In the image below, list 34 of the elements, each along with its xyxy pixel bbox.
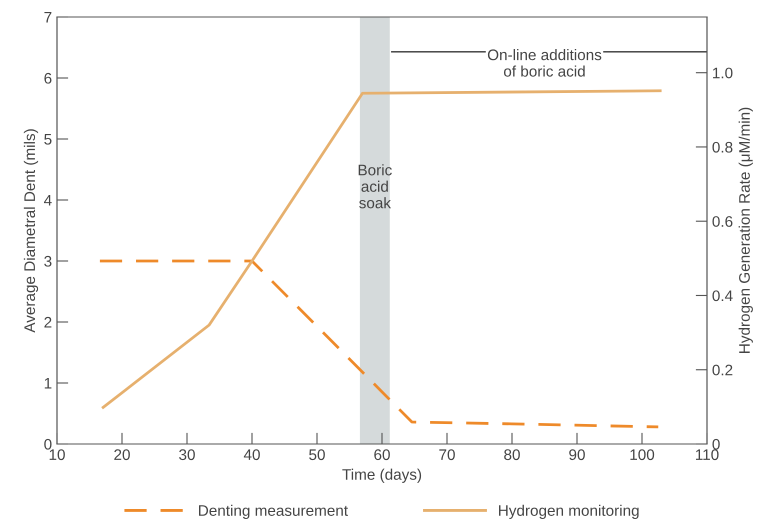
x-tick-label: 110 — [696, 449, 719, 460]
legend-label: Denting measurement — [199, 504, 348, 519]
x-tick-label: 10 — [50, 449, 65, 460]
y-tick-label: 5 — [44, 134, 52, 145]
annotation: On-line additions of boric acid — [488, 49, 602, 77]
y-tick-label: 6 — [44, 72, 52, 84]
y-tick-label: 4 — [44, 195, 52, 206]
line-series — [98, 260, 660, 428]
x-axis-title: Time (days) — [342, 468, 422, 483]
x-tick-label: 100 — [630, 449, 654, 460]
x-tick-label: 20 — [114, 449, 130, 460]
x-tick-label: 90 — [569, 449, 585, 460]
x-tick-label: 80 — [504, 449, 520, 460]
y-tick-label: 7 — [44, 12, 52, 23]
y-tick-label: 2 — [44, 316, 52, 328]
y-tick-label: 1 — [44, 378, 52, 389]
y-axis-title: Average Diametral Dent (mils) — [24, 129, 38, 333]
band-label: Boric acid soak — [358, 164, 392, 208]
y-tick-label: 0 — [44, 438, 52, 450]
legend-label: Hydrogen monitoring — [499, 504, 639, 519]
y2-tick-label: 0.2 — [712, 364, 732, 376]
y2-tick-label: 0.6 — [712, 216, 732, 227]
y2-tick-label: 0.4 — [712, 290, 733, 302]
y2-axis-title: Hydrogen Generation Rate (μM/min) — [738, 108, 753, 353]
x-tick-label: 70 — [439, 449, 455, 460]
line-series — [102, 89, 662, 409]
y2-tick-label: 0 — [712, 438, 720, 450]
x-tick-label: 60 — [374, 449, 390, 460]
x-tick-label: 30 — [179, 449, 195, 460]
y2-tick-label: 0.8 — [712, 142, 732, 153]
y-tick-label: 3 — [44, 256, 52, 267]
y2-tick-label: 1.0 — [713, 68, 732, 78]
x-tick-label: 50 — [309, 449, 325, 460]
x-tick-label: 40 — [244, 449, 260, 460]
